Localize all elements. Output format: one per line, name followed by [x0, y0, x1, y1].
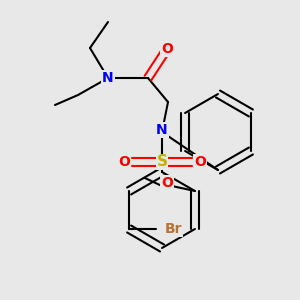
Text: Br: Br — [164, 222, 182, 236]
Text: O: O — [194, 155, 206, 169]
Text: O: O — [161, 176, 173, 190]
Text: S: S — [157, 154, 167, 169]
Text: N: N — [156, 123, 168, 137]
Text: N: N — [102, 71, 114, 85]
Text: O: O — [118, 155, 130, 169]
Text: O: O — [161, 42, 173, 56]
